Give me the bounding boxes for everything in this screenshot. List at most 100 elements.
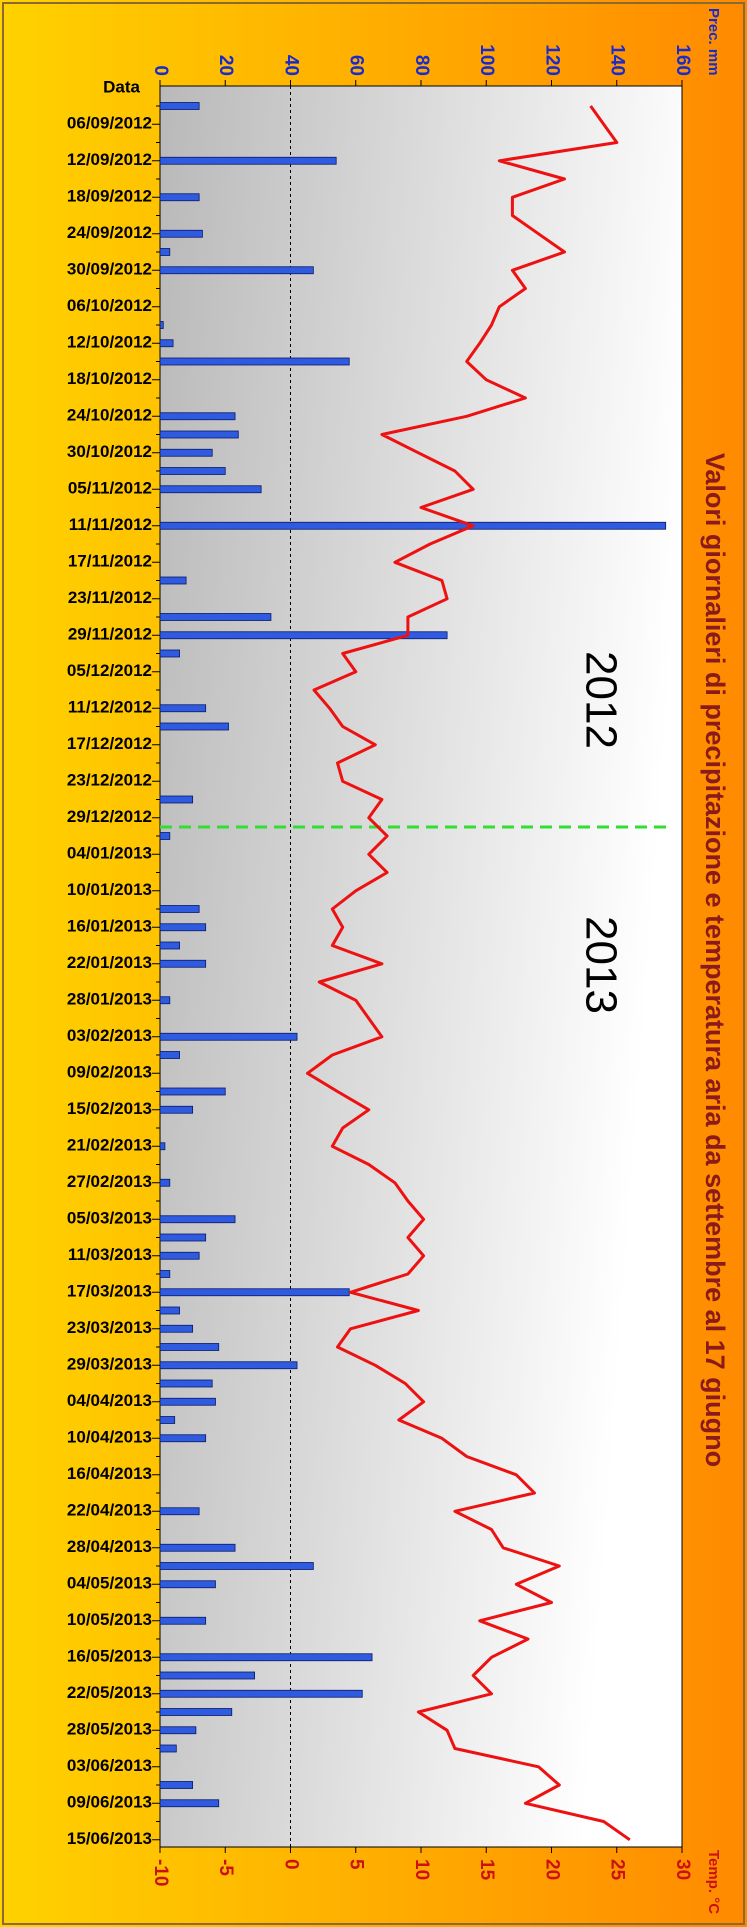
category-label: 11/12/2012: [68, 698, 152, 717]
category-label: 09/06/2013: [67, 1793, 152, 1812]
precip-bar: [159, 1744, 177, 1753]
category-label: 21/02/2013: [67, 1136, 152, 1155]
precip-bar: [159, 321, 164, 329]
category-label: 15/06/2013: [67, 1829, 152, 1848]
precip-bar: [159, 1379, 213, 1388]
precip-bar: [159, 959, 207, 968]
precip-bar: [159, 1616, 207, 1625]
precip-bar: [159, 1178, 171, 1187]
precip-bar: [159, 996, 171, 1005]
precip-bar: [159, 1343, 220, 1351]
category-label: 06/09/2012: [67, 114, 152, 133]
precip-bar: [159, 1434, 207, 1443]
precip-bar: [159, 266, 314, 275]
precip-bar: [159, 905, 200, 913]
category-label: 11/11/2012: [69, 515, 152, 534]
category-label: 09/02/2013: [67, 1063, 152, 1082]
precip-bar: [159, 1543, 236, 1552]
precip-bar: [159, 1653, 373, 1662]
precip-bar: [159, 1324, 194, 1333]
category-label: 03/06/2013: [67, 1756, 152, 1775]
category-label: 28/01/2013: [67, 990, 152, 1009]
category-label: 04/01/2013: [67, 844, 152, 863]
category-label: 17/03/2013: [67, 1282, 152, 1301]
x2-tick-label: 5: [346, 1859, 367, 1870]
category-label: 06/10/2012: [67, 296, 152, 315]
precip-bar: [159, 1288, 350, 1297]
precip-bar: [159, 357, 350, 366]
category-label: 05/11/2012: [68, 479, 152, 498]
precip-bar: [159, 704, 207, 713]
category-label: 27/02/2013: [67, 1172, 152, 1191]
precip-bar: [159, 832, 171, 840]
precip-bar: [159, 649, 180, 658]
precip-bar: [159, 1233, 207, 1242]
category-label: 23/12/2012: [67, 771, 152, 790]
x-tick-label: 0: [150, 65, 171, 76]
precip-bar: [159, 1562, 314, 1570]
precip-bar: [159, 795, 194, 804]
precip-bar: [159, 1142, 166, 1151]
x2-tick-label: 10: [411, 1859, 432, 1880]
category-label: 16/04/2013: [67, 1464, 152, 1483]
precip-bar: [159, 467, 226, 475]
precip-bar: [159, 412, 236, 421]
category-label: 18/09/2012: [67, 187, 152, 206]
x-tick-label: 160: [672, 44, 693, 76]
precip-bar: [159, 1251, 200, 1260]
x-tick-label: 40: [280, 55, 301, 76]
precip-bar: [159, 521, 667, 530]
precip-bar: [159, 1507, 200, 1516]
x-tick-label: 20: [215, 55, 236, 76]
precip-bar: [159, 339, 174, 348]
x2-tick-label: 15: [476, 1859, 497, 1881]
category-label: 22/01/2013: [67, 953, 152, 972]
precip-bar: [159, 1361, 298, 1370]
category-label: 17/12/2012: [67, 734, 152, 753]
precip-bar: [159, 248, 171, 256]
precip-bar: [159, 1580, 216, 1589]
category-label: 18/10/2012: [67, 369, 152, 388]
x-tick-label: 120: [541, 44, 562, 76]
precip-bar: [159, 941, 180, 950]
precip-bar: [159, 1087, 226, 1096]
category-label: 05/03/2013: [67, 1209, 152, 1228]
category-label: 17/11/2012: [68, 552, 152, 571]
category-label: 12/10/2012: [67, 333, 152, 352]
x2-tick-label: -10: [150, 1859, 171, 1886]
precip-bar: [159, 102, 200, 110]
precip-bar: [159, 722, 229, 731]
category-label: 28/05/2013: [67, 1720, 152, 1739]
x2-tick-label: -5: [215, 1859, 236, 1876]
category-label: 10/05/2013: [67, 1610, 152, 1629]
x2-tick-label: 0: [280, 1859, 301, 1870]
precip-bar: [159, 1726, 197, 1735]
category-label: 29/11/2012: [68, 625, 152, 644]
precip-bar: [159, 1799, 220, 1808]
category-label: 23/11/2012: [68, 588, 152, 607]
precip-bar: [159, 193, 200, 202]
category-label: 12/09/2012: [67, 150, 152, 169]
x2-tick-label: 30: [672, 1859, 693, 1880]
x2-axis-label: Temp. °C: [705, 1850, 722, 1914]
category-label: 04/05/2013: [67, 1574, 152, 1593]
precip-bar: [159, 1781, 194, 1789]
precip-bar: [159, 229, 203, 238]
category-label: 03/02/2013: [67, 1026, 152, 1045]
x2-tick-label: 20: [541, 1859, 562, 1880]
precip-bar: [159, 1671, 256, 1680]
precip-bar: [159, 1689, 363, 1698]
category-label: 16/01/2013: [67, 917, 152, 936]
plot-area: [159, 85, 683, 1848]
precip-bar: [159, 1416, 176, 1424]
precip-bar: [159, 1708, 233, 1716]
category-label: 10/04/2013: [67, 1428, 152, 1447]
precip-bar: [159, 156, 337, 165]
precip-bar: [159, 923, 207, 932]
category-axis-label: Data: [103, 77, 140, 96]
category-label: 22/05/2013: [67, 1683, 152, 1702]
precip-bar: [159, 1270, 171, 1278]
